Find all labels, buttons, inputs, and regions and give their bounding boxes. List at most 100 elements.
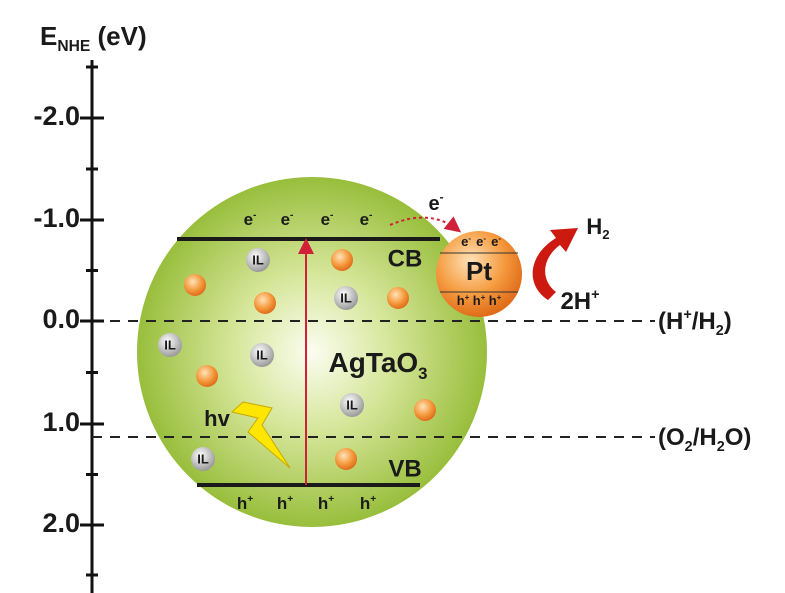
orange-particle <box>184 274 206 296</box>
text-run: 3 <box>418 364 427 383</box>
il-label: IL <box>252 252 264 267</box>
text-run: h <box>360 494 370 513</box>
il-particle <box>191 447 215 471</box>
text-run: + <box>370 494 376 505</box>
text-run: h <box>457 293 465 308</box>
text-run: (H <box>658 308 683 335</box>
il-label: IL <box>346 397 358 412</box>
text-run: e <box>491 234 498 249</box>
product-label: H2 <box>586 214 609 242</box>
text-run: h <box>489 293 497 308</box>
text-run: + <box>683 307 691 323</box>
il-particle <box>158 333 182 357</box>
text-run: + <box>287 494 293 505</box>
text-run: e <box>461 234 468 249</box>
text-run: h <box>277 494 287 513</box>
pt-electron: e- <box>491 234 501 250</box>
text-run: h <box>473 293 481 308</box>
text-run: - <box>290 210 293 221</box>
text-run: /H <box>693 424 717 451</box>
text-run: - <box>483 234 486 243</box>
reactant-label: 2H+ <box>560 287 599 316</box>
electron: e- <box>360 210 373 229</box>
pt-hole: h+ <box>473 293 486 309</box>
material-label: AgTaO3 <box>328 347 427 383</box>
il-label: IL <box>164 337 176 352</box>
text-run: /H <box>692 308 716 335</box>
il-particle <box>334 286 358 310</box>
text-run: ) <box>724 308 732 335</box>
text-run: (O <box>658 424 685 451</box>
orange-particle <box>414 399 436 421</box>
electron: e- <box>281 210 294 229</box>
pt-electron: e- <box>461 234 471 250</box>
light-label: hv <box>204 406 230 431</box>
orange-particle <box>387 287 409 309</box>
particle <box>137 177 487 527</box>
text-run: AgTaO <box>328 347 418 378</box>
axis-title: ENHE (eV) <box>40 21 147 55</box>
text-run: + <box>481 293 486 302</box>
orange-particle <box>331 249 353 271</box>
text-run: e <box>476 234 483 249</box>
il-particle <box>246 248 270 272</box>
text-run: + <box>465 293 470 302</box>
text-run: e <box>281 210 290 229</box>
il-particle <box>250 343 274 367</box>
text-run: e <box>428 193 439 215</box>
il-label: IL <box>197 451 209 466</box>
electron-transfer-arrow <box>389 216 462 233</box>
hole: h+ <box>237 494 253 513</box>
transfer-electron: e- <box>428 190 443 215</box>
orange-particle <box>196 365 218 387</box>
text-run: - <box>369 210 372 221</box>
text-run: + <box>497 293 502 302</box>
light-bolt <box>230 401 291 469</box>
text-run: - <box>498 234 501 243</box>
pt-electron: e- <box>476 234 486 250</box>
text-run: 2 <box>717 439 725 455</box>
text-run: 2H <box>560 288 591 315</box>
text-run: h <box>237 494 247 513</box>
text-run: - <box>440 190 444 204</box>
text-run: 2 <box>602 227 609 242</box>
tick-label: 0.0 <box>42 304 80 334</box>
text-run: e <box>244 210 253 229</box>
text-run: NHE <box>57 38 90 55</box>
text-run: H <box>586 214 602 239</box>
level-label: (H+/H2) <box>658 307 732 339</box>
text-run: + <box>247 494 253 505</box>
tick-label: 2.0 <box>42 508 80 538</box>
pt-label: Pt <box>466 256 492 286</box>
tick-label: -2.0 <box>33 101 80 131</box>
text-run: 2 <box>716 323 724 339</box>
text-run: - <box>468 234 471 243</box>
level-label: (O2/H2O) <box>658 424 751 454</box>
il-label: IL <box>340 290 352 305</box>
il-label: IL <box>256 347 268 362</box>
text-run: + <box>328 494 334 505</box>
text-run: O) <box>725 424 752 451</box>
pt-hole: h+ <box>489 293 502 309</box>
electron: e- <box>244 210 257 229</box>
text-run: e <box>360 210 369 229</box>
text-run: - <box>253 210 256 221</box>
vb-label: VB <box>388 455 421 482</box>
text-run: (eV) <box>90 21 146 51</box>
text-run: h <box>318 494 328 513</box>
il-particle <box>340 393 364 417</box>
hole: h+ <box>318 494 334 513</box>
electron: e- <box>321 210 334 229</box>
orange-particle <box>335 448 357 470</box>
pt-hole: h+ <box>457 293 470 309</box>
orange-particle <box>254 292 276 314</box>
cb-label: CB <box>388 245 423 272</box>
tick-label: -1.0 <box>33 203 80 233</box>
hole: h+ <box>277 494 293 513</box>
text-run: e <box>321 210 330 229</box>
text-run: + <box>591 287 599 303</box>
text-run: - <box>330 210 333 221</box>
text-run: E <box>40 21 57 51</box>
hole: h+ <box>360 494 376 513</box>
